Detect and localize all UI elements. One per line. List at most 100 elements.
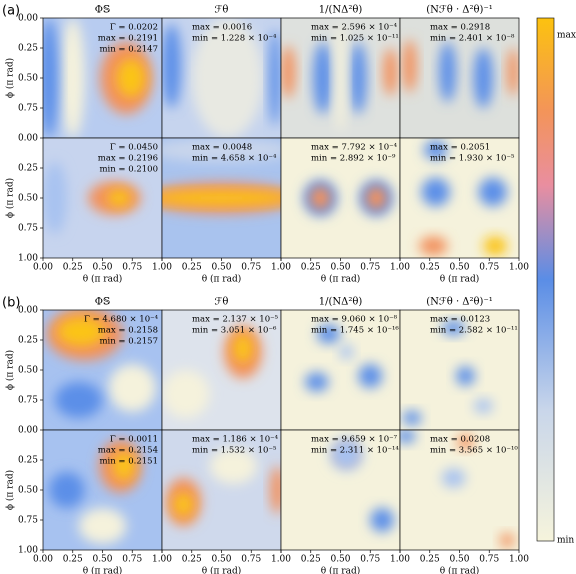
heat-blob bbox=[457, 434, 474, 450]
annotation: max = 0.2154 bbox=[98, 446, 158, 456]
y-tick-label: 0.00 bbox=[18, 134, 38, 144]
heat-blob bbox=[57, 317, 105, 346]
heat-blob bbox=[54, 382, 103, 418]
heat-blob bbox=[191, 18, 264, 138]
heat-blob bbox=[162, 24, 182, 108]
heat-blob bbox=[370, 508, 395, 532]
y-axis-label: ϕ (π rad) bbox=[5, 470, 16, 510]
x-axis-label: θ (π rad) bbox=[202, 274, 242, 285]
annotation: max = 7.792 × 10⁻⁴ bbox=[311, 143, 398, 153]
annotation: min = 1.532 × 10⁻⁵ bbox=[192, 446, 277, 456]
heatmap bbox=[43, 430, 162, 550]
heat-base bbox=[400, 18, 519, 138]
annotation: min = 0.2100 bbox=[99, 165, 158, 175]
annotation: min = 0.2157 bbox=[99, 337, 158, 347]
heatmap bbox=[281, 310, 400, 430]
annotation: max = 0.2918 bbox=[430, 23, 490, 33]
heatmap bbox=[162, 18, 281, 138]
heat-blob bbox=[107, 189, 132, 207]
annotation: max = 0.0016 bbox=[192, 23, 252, 33]
heat-blob bbox=[313, 42, 333, 114]
x-tick-label: 0.50 bbox=[330, 263, 350, 273]
heat-blob bbox=[209, 448, 258, 484]
y-tick-label: 0.75 bbox=[18, 516, 38, 526]
annotation: min = 0.2151 bbox=[99, 457, 158, 467]
x-tick-label: 0.50 bbox=[449, 263, 469, 273]
x-tick-label: 0.25 bbox=[63, 263, 83, 273]
column-title: ℱθ bbox=[215, 297, 229, 308]
y-tick-label: 0.50 bbox=[18, 194, 38, 204]
heat-blob bbox=[334, 24, 347, 132]
heatmap bbox=[281, 430, 400, 550]
annotation: max = 0.2158 bbox=[98, 326, 158, 336]
heat-blob bbox=[423, 140, 448, 160]
annotation: Γ = 4.680 × 10⁻⁴ bbox=[84, 315, 159, 325]
x-tick-label: 0.25 bbox=[301, 263, 321, 273]
annotation: max = 0.0123 bbox=[430, 315, 490, 325]
annotation: min = 1.228 × 10⁻⁴ bbox=[192, 34, 277, 44]
x-axis-label: θ (π rad) bbox=[321, 274, 361, 285]
colorbar bbox=[536, 17, 555, 542]
heat-blob bbox=[48, 472, 85, 508]
x-axis-label: θ (π rad) bbox=[440, 274, 480, 285]
x-tick-label: 0.25 bbox=[420, 555, 440, 565]
x-tick-label: 0.75 bbox=[479, 555, 499, 565]
x-tick-label: 0.00 bbox=[33, 263, 53, 273]
annotation: Γ = 0.0202 bbox=[110, 23, 158, 33]
x-tick-label: 0.50 bbox=[92, 263, 112, 273]
heat-blob bbox=[316, 324, 341, 344]
heatmap bbox=[43, 138, 162, 258]
x-tick-label: 0.75 bbox=[360, 555, 380, 565]
group-label: (a) bbox=[2, 4, 20, 19]
heat-blob bbox=[233, 334, 253, 363]
annotation: max = 0.0208 bbox=[430, 435, 490, 445]
y-tick-label: 0.50 bbox=[18, 486, 38, 496]
heatmap bbox=[400, 430, 519, 550]
heat-blob bbox=[339, 344, 354, 360]
colorbar-min-label: min bbox=[557, 536, 574, 546]
annotation: Γ = 0.0450 bbox=[110, 143, 158, 153]
y-tick-label: 0.00 bbox=[18, 426, 38, 436]
annotation: min = 3.565 × 10⁻¹⁰ bbox=[430, 446, 518, 456]
x-tick-label: 0.50 bbox=[449, 555, 469, 565]
x-tick-label: 0.50 bbox=[92, 555, 112, 565]
heatmap bbox=[400, 18, 519, 138]
heatmap bbox=[400, 138, 519, 258]
heat-blob bbox=[304, 372, 329, 392]
x-tick-label: 1.00 bbox=[271, 555, 291, 565]
annotation: min = 2.311 × 10⁻¹⁴ bbox=[311, 446, 399, 456]
heat-blob bbox=[455, 366, 475, 386]
x-tick-label: 0.75 bbox=[360, 263, 380, 273]
y-tick-label: 0.25 bbox=[18, 456, 38, 466]
y-tick-label: 0.50 bbox=[18, 74, 38, 84]
heat-blob bbox=[441, 468, 466, 488]
annotation: min = 3.051 × 10⁻⁶ bbox=[192, 326, 277, 336]
heat-blob bbox=[108, 364, 157, 412]
x-axis-label: θ (π rad) bbox=[202, 566, 242, 574]
y-tick-label: 1.00 bbox=[18, 546, 38, 556]
y-tick-label: 0.50 bbox=[18, 366, 38, 376]
annotation: max = 1.186 × 10⁻⁴ bbox=[192, 435, 279, 445]
heat-base bbox=[400, 430, 519, 550]
x-tick-label: 0.50 bbox=[330, 555, 350, 565]
annotation: max = 9.060 × 10⁻⁸ bbox=[311, 315, 398, 325]
x-tick-label: 0.25 bbox=[182, 555, 202, 565]
heat-blob bbox=[329, 437, 364, 471]
heat-blob bbox=[281, 45, 296, 99]
heat-blob bbox=[116, 58, 146, 98]
x-axis-label: θ (π rad) bbox=[83, 566, 123, 574]
heat-blob bbox=[473, 48, 493, 108]
heat-blob bbox=[162, 138, 281, 162]
x-tick-label: 0.50 bbox=[211, 263, 231, 273]
annotation: min = 4.658 × 10⁻⁴ bbox=[192, 154, 277, 164]
heatmap bbox=[281, 18, 400, 138]
x-tick-label: 0.50 bbox=[211, 555, 231, 565]
column-title: Φ𝕊 bbox=[95, 297, 110, 308]
annotation: min = 2.582 × 10⁻¹¹ bbox=[430, 326, 518, 336]
heat-blob bbox=[78, 508, 127, 544]
x-axis-label: θ (π rad) bbox=[83, 274, 123, 285]
heatmap bbox=[400, 310, 519, 430]
heat-blob bbox=[113, 451, 135, 481]
heat-blob bbox=[365, 186, 387, 210]
